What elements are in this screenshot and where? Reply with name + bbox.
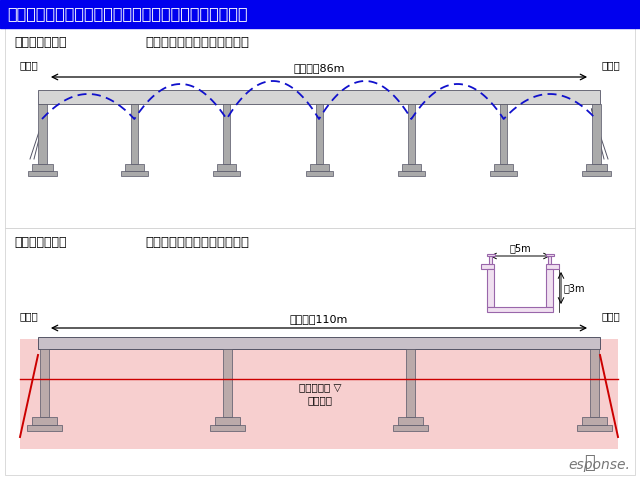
Text: esponse.: esponse. [568,458,630,472]
Bar [545,254,554,256]
Bar [486,254,495,256]
Bar [121,171,148,176]
Text: 橋長：約110m: 橋長：約110m [290,314,348,324]
Bar [548,256,551,264]
Text: 【新橋りょう】: 【新橋りょう】 [14,237,67,250]
Bar [582,171,611,176]
Bar [26,425,61,431]
Bar [487,307,553,312]
Bar [223,349,232,417]
Text: 約5m: 約5m [509,243,531,253]
Bar [546,264,559,269]
Text: 【旧橋りょう】: 【旧橋りょう】 [14,36,67,49]
Text: ６径間上路プレートガーダー: ６径間上路プレートガーダー [145,36,249,49]
Bar [490,171,517,176]
Bar [215,417,240,425]
Bar [398,417,423,425]
Bar [408,104,415,164]
Text: ３径間下路プレートガーダー: ３径間下路プレートガーダー [145,237,249,250]
Bar [310,164,328,171]
Bar [582,417,607,425]
Bar [217,164,236,171]
Bar [20,339,618,449]
Bar [5,228,635,475]
Bar [546,269,553,307]
Text: 広島方: 広島方 [601,311,620,321]
Bar [131,104,138,164]
Bar [125,164,144,171]
Text: 計画河床: 計画河床 [307,395,333,405]
Bar [489,256,492,264]
Bar [487,269,494,307]
Bar [589,349,598,417]
Bar [31,164,52,171]
Bar [305,171,333,176]
Bar [210,425,245,431]
Bar [406,349,415,417]
Text: 橋長：約86m: 橋長：約86m [293,63,345,73]
Bar [0,0,640,28]
Bar [481,264,494,269]
Bar [28,171,56,176]
Bar [38,104,47,164]
Text: 三次方: 三次方 [20,311,39,321]
Bar [316,104,323,164]
Text: 約3m: 約3m [564,283,586,293]
Text: 芸備線白木山・狩留家間　第１三篠川橋りょう復旧計画: 芸備線白木山・狩留家間 第１三篠川橋りょう復旧計画 [7,7,248,22]
Text: 広島方: 広島方 [601,60,620,70]
Bar [40,349,49,417]
Bar [393,425,428,431]
Text: 計画高水位 ▽: 計画高水位 ▽ [299,382,341,392]
Bar [586,164,607,171]
Text: ℝ: ℝ [584,454,595,472]
Bar [500,104,507,164]
Bar [38,90,600,104]
Bar [5,28,635,228]
Bar [38,337,600,349]
Text: 三次方: 三次方 [20,60,39,70]
Bar [494,164,513,171]
Bar [223,104,230,164]
Bar [213,171,240,176]
Bar [31,417,56,425]
Bar [402,164,421,171]
Bar [577,425,611,431]
Bar [398,171,425,176]
Bar [591,104,600,164]
